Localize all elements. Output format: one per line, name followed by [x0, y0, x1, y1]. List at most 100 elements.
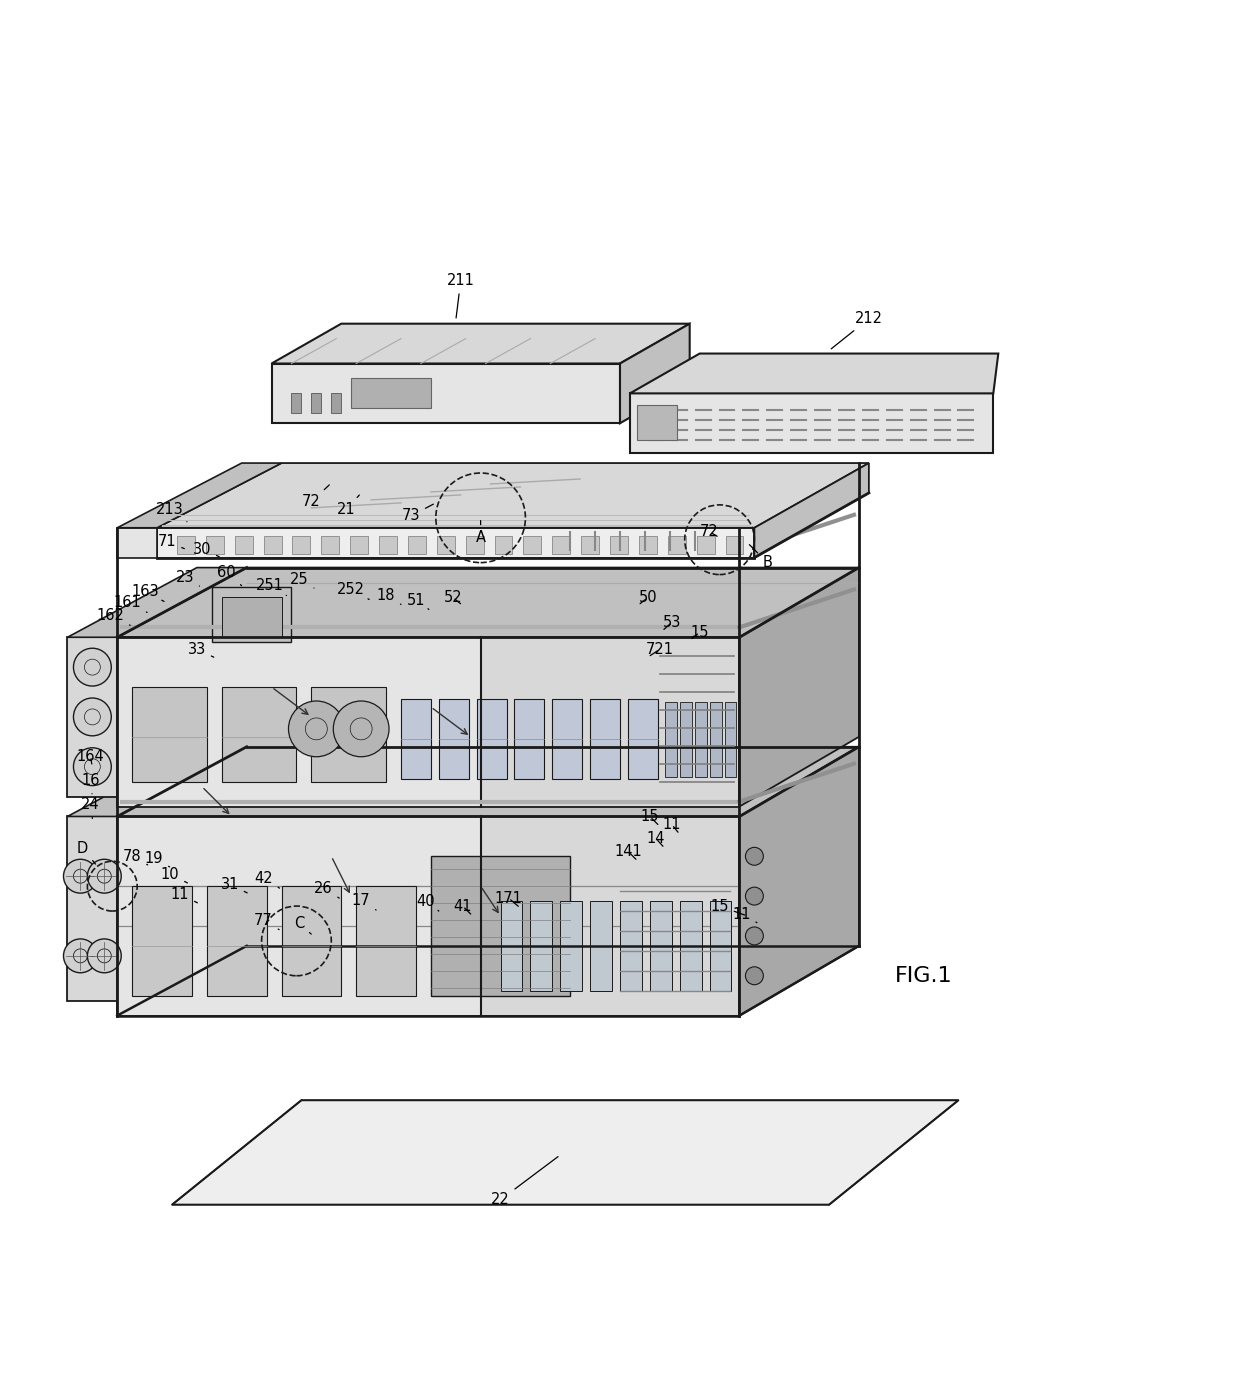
Text: D: D [77, 841, 95, 865]
Text: 163: 163 [131, 584, 164, 602]
Circle shape [745, 928, 764, 944]
Bar [531, 901, 552, 990]
Text: 15: 15 [711, 898, 745, 915]
Circle shape [73, 747, 112, 785]
Polygon shape [481, 637, 739, 806]
Bar [379, 535, 397, 553]
Polygon shape [118, 816, 481, 1016]
Text: 72: 72 [303, 485, 330, 510]
Bar [694, 701, 707, 777]
Text: 251: 251 [255, 578, 286, 595]
Bar [552, 698, 582, 778]
Text: 78: 78 [123, 849, 148, 865]
Text: 11: 11 [662, 817, 681, 833]
Bar [724, 701, 737, 777]
Bar [207, 886, 267, 996]
Bar [466, 535, 484, 553]
Bar [401, 698, 430, 778]
Text: 71: 71 [157, 534, 185, 549]
Bar [697, 535, 714, 553]
Bar [620, 901, 642, 990]
Polygon shape [272, 363, 620, 423]
Bar [610, 535, 627, 553]
Bar [222, 598, 281, 637]
Bar [501, 901, 522, 990]
Bar [206, 535, 223, 553]
Bar [552, 535, 570, 553]
Text: 50: 50 [639, 590, 657, 605]
Bar [133, 687, 207, 782]
Bar [709, 901, 732, 990]
Text: 26: 26 [314, 880, 340, 898]
Text: 18: 18 [377, 588, 401, 605]
Bar [351, 379, 430, 408]
Bar [408, 535, 425, 553]
Circle shape [334, 701, 389, 757]
Bar [293, 535, 310, 553]
Text: 14: 14 [646, 831, 665, 847]
Polygon shape [118, 462, 281, 528]
Text: 16: 16 [81, 773, 99, 793]
Bar [356, 886, 415, 996]
Text: 10: 10 [161, 866, 187, 883]
Text: 42: 42 [254, 870, 279, 888]
Polygon shape [172, 1101, 959, 1204]
Text: 72: 72 [701, 524, 719, 539]
Polygon shape [620, 324, 689, 423]
Text: 164: 164 [77, 749, 104, 764]
Bar [311, 394, 321, 414]
Bar [709, 701, 722, 777]
Polygon shape [157, 462, 869, 528]
Bar [582, 535, 599, 553]
Bar [523, 535, 542, 553]
Polygon shape [118, 637, 481, 806]
Text: 721: 721 [646, 641, 673, 657]
Polygon shape [481, 816, 739, 1016]
Text: 53: 53 [662, 615, 681, 630]
Bar [321, 535, 340, 553]
Circle shape [73, 648, 112, 686]
Text: C: C [294, 916, 311, 935]
Bar [650, 901, 672, 990]
Circle shape [745, 848, 764, 865]
Text: 51: 51 [407, 592, 429, 609]
Circle shape [73, 698, 112, 736]
Bar [476, 698, 506, 778]
Text: 212: 212 [831, 312, 883, 349]
Text: FIG.1: FIG.1 [895, 965, 952, 986]
Bar [439, 698, 469, 778]
Bar [668, 535, 686, 553]
Polygon shape [67, 637, 118, 796]
Text: 30: 30 [192, 542, 219, 557]
Text: 213: 213 [156, 503, 187, 522]
Bar [725, 535, 744, 553]
Bar [639, 535, 657, 553]
Bar [234, 535, 253, 553]
Polygon shape [630, 394, 993, 453]
Text: 24: 24 [81, 798, 99, 819]
Text: 17: 17 [352, 893, 376, 909]
Text: B: B [749, 545, 773, 570]
Bar [590, 698, 620, 778]
Polygon shape [67, 816, 118, 1000]
Text: 25: 25 [290, 571, 314, 588]
Circle shape [87, 859, 122, 893]
Text: 19: 19 [145, 851, 170, 868]
Text: A: A [476, 521, 486, 545]
Bar [133, 886, 192, 996]
Bar [291, 394, 301, 414]
Polygon shape [157, 528, 754, 557]
Bar [212, 588, 291, 643]
Bar [264, 535, 281, 553]
Bar [560, 901, 582, 990]
Bar [627, 698, 658, 778]
Polygon shape [739, 747, 859, 1016]
Text: 60: 60 [217, 564, 242, 585]
Text: 15: 15 [691, 624, 709, 640]
Circle shape [87, 939, 122, 972]
Bar [331, 394, 341, 414]
Polygon shape [754, 462, 869, 557]
Polygon shape [67, 567, 247, 637]
Circle shape [745, 887, 764, 905]
Bar [436, 535, 455, 553]
